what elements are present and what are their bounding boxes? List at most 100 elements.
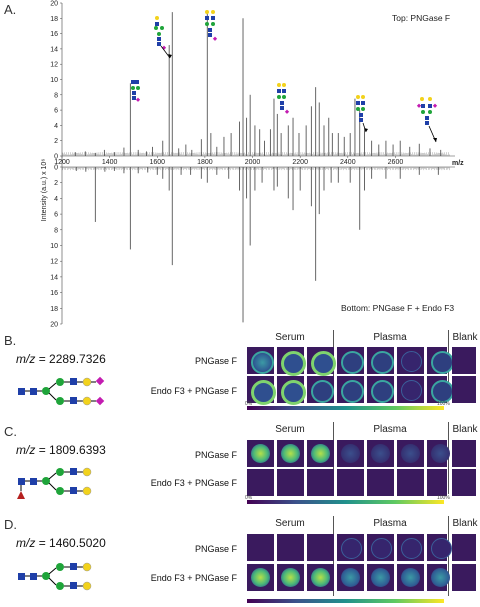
- image-tile: [277, 347, 306, 376]
- y-tick-label: 0: [54, 165, 58, 172]
- image-tile: [337, 564, 364, 591]
- image-tile: [337, 469, 364, 496]
- y-tick-label: 4: [54, 196, 58, 203]
- image-tile: [397, 347, 424, 374]
- image-tile: [277, 440, 304, 467]
- mz-value: = 1809.6393: [38, 443, 106, 457]
- y-tick-label: 4: [54, 123, 58, 130]
- image-tile: [397, 534, 424, 561]
- header-blank-c: Blank: [452, 424, 478, 435]
- top-legend: Top: PNGase F: [392, 13, 451, 23]
- image-tile: [367, 347, 394, 374]
- mz-label-c: m/z = 1809.6393: [16, 443, 106, 457]
- panel-letter-a: A.: [4, 2, 17, 17]
- image-tile: [452, 440, 476, 467]
- glycan-structure-icons: [131, 10, 438, 143]
- image-tile: [307, 347, 336, 376]
- panel-letter-c: C.: [4, 424, 17, 439]
- header-plasma-d: Plasma: [373, 518, 407, 529]
- image-tile: [367, 564, 394, 591]
- header-serum-d: Serum: [275, 518, 305, 529]
- glycan-icon-1663: [154, 16, 172, 59]
- y-tick-label: 6: [54, 108, 58, 115]
- mz-label-d: m/z = 1460.5020: [16, 536, 106, 550]
- bottom-legend: Bottom: PNGase F + Endo F3: [341, 303, 455, 313]
- y-tick-label: 20: [50, 322, 58, 329]
- mz-italic: m/z: [16, 352, 36, 366]
- y-tick-label: 12: [50, 259, 58, 266]
- row-label-endo-c: Endo F3 + PNGase F: [150, 478, 237, 488]
- glycan-icon-1487: [131, 80, 141, 102]
- y-tick-label: 14: [50, 46, 58, 53]
- y-tick-label: 16: [50, 290, 58, 297]
- row-label-pngase-b: PNGase F: [194, 356, 237, 366]
- image-tile: [452, 469, 476, 496]
- image-tile: [307, 564, 334, 591]
- mz-value: = 2289.7326: [38, 352, 106, 366]
- colorbar-b: [247, 406, 444, 410]
- x-tick-label: 1200: [54, 159, 70, 166]
- y-tick-label: 20: [50, 1, 58, 8]
- y-tick-label: 6: [54, 212, 58, 219]
- y-tick-label: 10: [50, 243, 58, 250]
- glycan-icon-1810: [205, 10, 218, 41]
- x-tick-label: 2400: [340, 159, 356, 166]
- image-tile: [337, 534, 364, 561]
- colorbar-min-label: 0%: [245, 495, 253, 501]
- image-tile: [307, 376, 334, 403]
- image-tile: [367, 469, 394, 496]
- header-serum-c: Serum: [275, 424, 305, 435]
- image-tile: [452, 534, 476, 561]
- image-tile: [277, 534, 304, 561]
- image-tile: [367, 440, 394, 467]
- glycan-structure-d: [18, 562, 92, 591]
- image-tile: [397, 469, 424, 496]
- image-tile: [247, 564, 274, 591]
- image-tile: [247, 347, 274, 374]
- y-tick-label: 10: [50, 77, 58, 84]
- y-tick-label: 16: [50, 31, 58, 38]
- header-plasma-c: Plasma: [373, 424, 407, 435]
- glycan-icon-2104: [277, 83, 290, 114]
- image-tile: [247, 440, 274, 467]
- colorbar-max-label: 100%: [437, 401, 450, 407]
- image-tile: [452, 564, 476, 591]
- image-tile: [427, 440, 450, 467]
- row-label-endo-b: Endo F3 + PNGase F: [150, 386, 237, 396]
- panel-letter-b: B.: [4, 333, 17, 348]
- colorbar-max-label: 100%: [437, 495, 450, 501]
- x-unit-label: m/z: [452, 160, 464, 167]
- x-tick-label: 2000: [245, 159, 261, 166]
- y-tick-label: 2: [54, 180, 58, 187]
- panel-letter-d: D.: [4, 517, 17, 532]
- x-tick-label: 1600: [149, 159, 165, 166]
- y-axis-label: Intensity (a.u.) x 10⁶: [41, 159, 48, 222]
- x-tick-label: 1400: [102, 159, 118, 166]
- image-tile: [452, 376, 476, 403]
- image-tile: [427, 376, 454, 403]
- image-tile: [397, 564, 424, 591]
- mz-label-b: m/z = 2289.7326: [16, 352, 106, 366]
- image-tile: [337, 376, 364, 403]
- image-tile: [247, 376, 276, 405]
- row-label-pngase-d: PNGase F: [194, 544, 237, 554]
- mz-value: = 1460.5020: [38, 536, 106, 550]
- y-tick-label: 14: [50, 274, 58, 281]
- image-tile: [307, 440, 334, 467]
- row-label-pngase-c: PNGase F: [194, 450, 237, 460]
- x-tick-label: 2600: [388, 159, 404, 166]
- image-tile: [397, 376, 424, 403]
- colorbar-c: [247, 500, 444, 504]
- image-tile: [337, 347, 364, 374]
- glycan-structure-b: [18, 376, 105, 406]
- x-tick-label: 1800: [197, 159, 213, 166]
- image-tile: [397, 440, 424, 467]
- colorbar-d: [247, 599, 444, 603]
- y-tick-label: 0: [54, 154, 58, 161]
- image-tile: [277, 469, 304, 496]
- y-tick-label: 12: [50, 62, 58, 69]
- glycan-icon-2430: [356, 95, 368, 133]
- x-tick-label: 2200: [292, 159, 308, 166]
- image-tile: [452, 347, 476, 374]
- image-tile: [427, 564, 450, 591]
